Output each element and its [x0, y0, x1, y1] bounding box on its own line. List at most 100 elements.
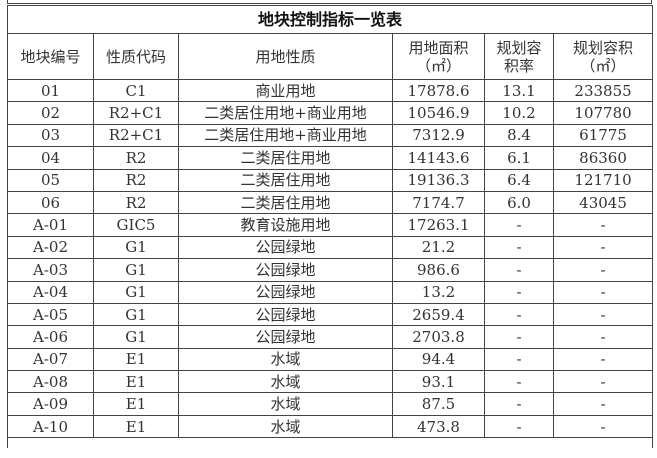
table-row: 02 R2+C1 二类居住用地+商业用地 10546.9 10.2 107780	[7, 101, 654, 125]
cell-nature-code: E1	[93, 414, 179, 439]
table-row: A-07 E1 水域 94.4- -	[7, 347, 654, 372]
cell-nature-code: R2	[93, 168, 179, 192]
cell-land-area: 93.1	[392, 370, 485, 394]
cell-nature-code: GIC5	[93, 213, 179, 237]
table-row: A-05 G1 公园绿地 2659.4- -	[7, 302, 654, 327]
table-row: A-08 E1 水域 93.1- -	[7, 370, 654, 394]
header-plot-ratio: 规划容积率	[484, 33, 554, 80]
cell-nature-code: G1	[93, 325, 179, 349]
cell-floor-area: -	[552, 258, 654, 282]
cell-floor-area: -	[552, 302, 654, 327]
header-land-area-text: 用地面积（㎡）	[408, 38, 469, 75]
cell-land-use: 公园绿地	[178, 302, 393, 327]
cell-plot-id: 04	[7, 146, 94, 170]
cell-nature-code: G1	[93, 302, 179, 327]
cell-land-use: 二类居住用地+商业用地	[178, 123, 393, 148]
cell-land-area: 21.2	[392, 235, 485, 260]
cell-plot-ratio: -	[484, 235, 554, 260]
table-row: 06 R2 二类居住用地 7174.7 6.0 43045	[7, 190, 654, 215]
cell-floor-area: -	[552, 235, 654, 260]
cell-plot-ratio: 6.4	[484, 168, 554, 192]
cell-plot-ratio: 8.4	[484, 123, 554, 148]
cell-floor-area: -	[552, 392, 654, 416]
cell-plot-ratio: -	[484, 414, 554, 439]
cell-plot-id: A-08	[7, 370, 94, 394]
previous-table-edge	[7, 0, 652, 4]
cell-floor-area: 86360	[552, 146, 654, 170]
cell-land-area: 14143.6	[392, 146, 485, 170]
header-plot-ratio-text: 规划容积率	[496, 38, 542, 75]
cell-land-area: 2703.8	[392, 325, 485, 349]
cell-plot-ratio: -	[484, 392, 554, 416]
table-row-partial	[6, 437, 654, 449]
cell-land-area: 7174.7	[392, 190, 485, 215]
cell-plot-ratio: 10.2	[484, 101, 554, 125]
cell-floor-area: 43045	[552, 190, 654, 215]
table-row: A-03 G1 公园绿地 986.6- -	[7, 258, 654, 282]
cell-plot-id: 01	[7, 78, 94, 103]
cell-nature-code: E1	[93, 347, 179, 372]
cell-plot-id: A-03	[7, 258, 94, 282]
cell-land-use: 水域	[178, 414, 393, 439]
table-row: 03 R2+C1 二类居住用地+商业用地 7312.9 8.4 61775	[7, 123, 654, 148]
table-row: A-02 G1 公园绿地 21.2- -	[7, 235, 654, 260]
table-row: 01 C1 商业用地 17878.6 13.1 233855	[7, 78, 654, 103]
cell-floor-area: -	[552, 280, 654, 304]
cell-land-area: 19136.3	[392, 168, 485, 192]
cell-nature-code: R2	[93, 190, 179, 215]
cell-land-area: 87.5	[392, 392, 485, 416]
cell-nature-code: G1	[93, 235, 179, 260]
cell-nature-code: G1	[93, 258, 179, 282]
table-row: A-10 E1 水域 473.8- -	[7, 414, 654, 439]
header-land-area: 用地面积（㎡）	[392, 33, 485, 80]
cell-land-area: 17878.6	[392, 78, 485, 103]
cell-land-use: 水域	[178, 370, 393, 394]
cell-land-area: 2659.4	[392, 302, 485, 327]
table-row: 04 R2 二类居住用地 14143.6 6.1 86360	[7, 146, 654, 170]
cell-land-use: 公园绿地	[178, 280, 393, 304]
cell-plot-id: 05	[7, 168, 94, 192]
cell-floor-area: 233855	[552, 78, 654, 103]
cell-land-use: 二类居住用地	[178, 146, 393, 170]
cell-floor-area: -	[552, 325, 654, 349]
header-floor-area-text: 规划容积（㎡）	[573, 38, 634, 75]
cell-land-area: 10546.9	[392, 101, 485, 125]
cell-plot-ratio: -	[484, 258, 554, 282]
cell-plot-id: A-10	[7, 414, 94, 439]
table-row: A-09 E1 水域 87.5- -	[7, 392, 654, 416]
cell-land-area: 13.2	[392, 280, 485, 304]
cell-land-use: 教育设施用地	[178, 213, 393, 237]
cell-land-area: 17263.1	[392, 213, 485, 237]
cell-plot-id: 03	[7, 123, 94, 148]
cell-floor-area: -	[552, 347, 654, 372]
cell-plot-ratio: -	[484, 347, 554, 372]
cell-plot-ratio: -	[484, 302, 554, 327]
cell-land-area: 473.8	[392, 414, 485, 439]
cell-plot-id: A-06	[7, 325, 94, 349]
header-land-use: 用地性质	[178, 33, 393, 80]
cell-nature-code: G1	[93, 280, 179, 304]
cell-plot-ratio: -	[484, 370, 554, 394]
cell-plot-ratio: -	[484, 325, 554, 349]
cell-nature-code: E1	[93, 370, 179, 394]
partial-cell	[6, 437, 654, 449]
cell-nature-code: R2+C1	[93, 101, 179, 125]
header-floor-area: 规划容积（㎡）	[552, 33, 654, 80]
cell-land-use: 公园绿地	[178, 258, 393, 282]
cell-nature-code: R2+C1	[93, 123, 179, 148]
cell-plot-id: A-09	[7, 392, 94, 416]
cell-plot-id: 02	[7, 101, 94, 125]
cell-plot-id: A-04	[7, 280, 94, 304]
cell-land-use: 水域	[178, 347, 393, 372]
cell-plot-ratio: -	[484, 213, 554, 237]
table-row: A-06 G1 公园绿地 2703.8- -	[7, 325, 654, 349]
cell-nature-code: E1	[93, 392, 179, 416]
cell-floor-area: -	[552, 213, 654, 237]
cell-plot-id: 06	[7, 190, 94, 215]
table-row: A-01 GIC5 教育设施用地 17263.1- -	[7, 213, 654, 237]
cell-floor-area: -	[552, 370, 654, 394]
cell-nature-code: R2	[93, 146, 179, 170]
cell-land-use: 商业用地	[178, 78, 393, 103]
cell-nature-code: C1	[93, 78, 179, 103]
cell-floor-area: -	[552, 414, 654, 439]
